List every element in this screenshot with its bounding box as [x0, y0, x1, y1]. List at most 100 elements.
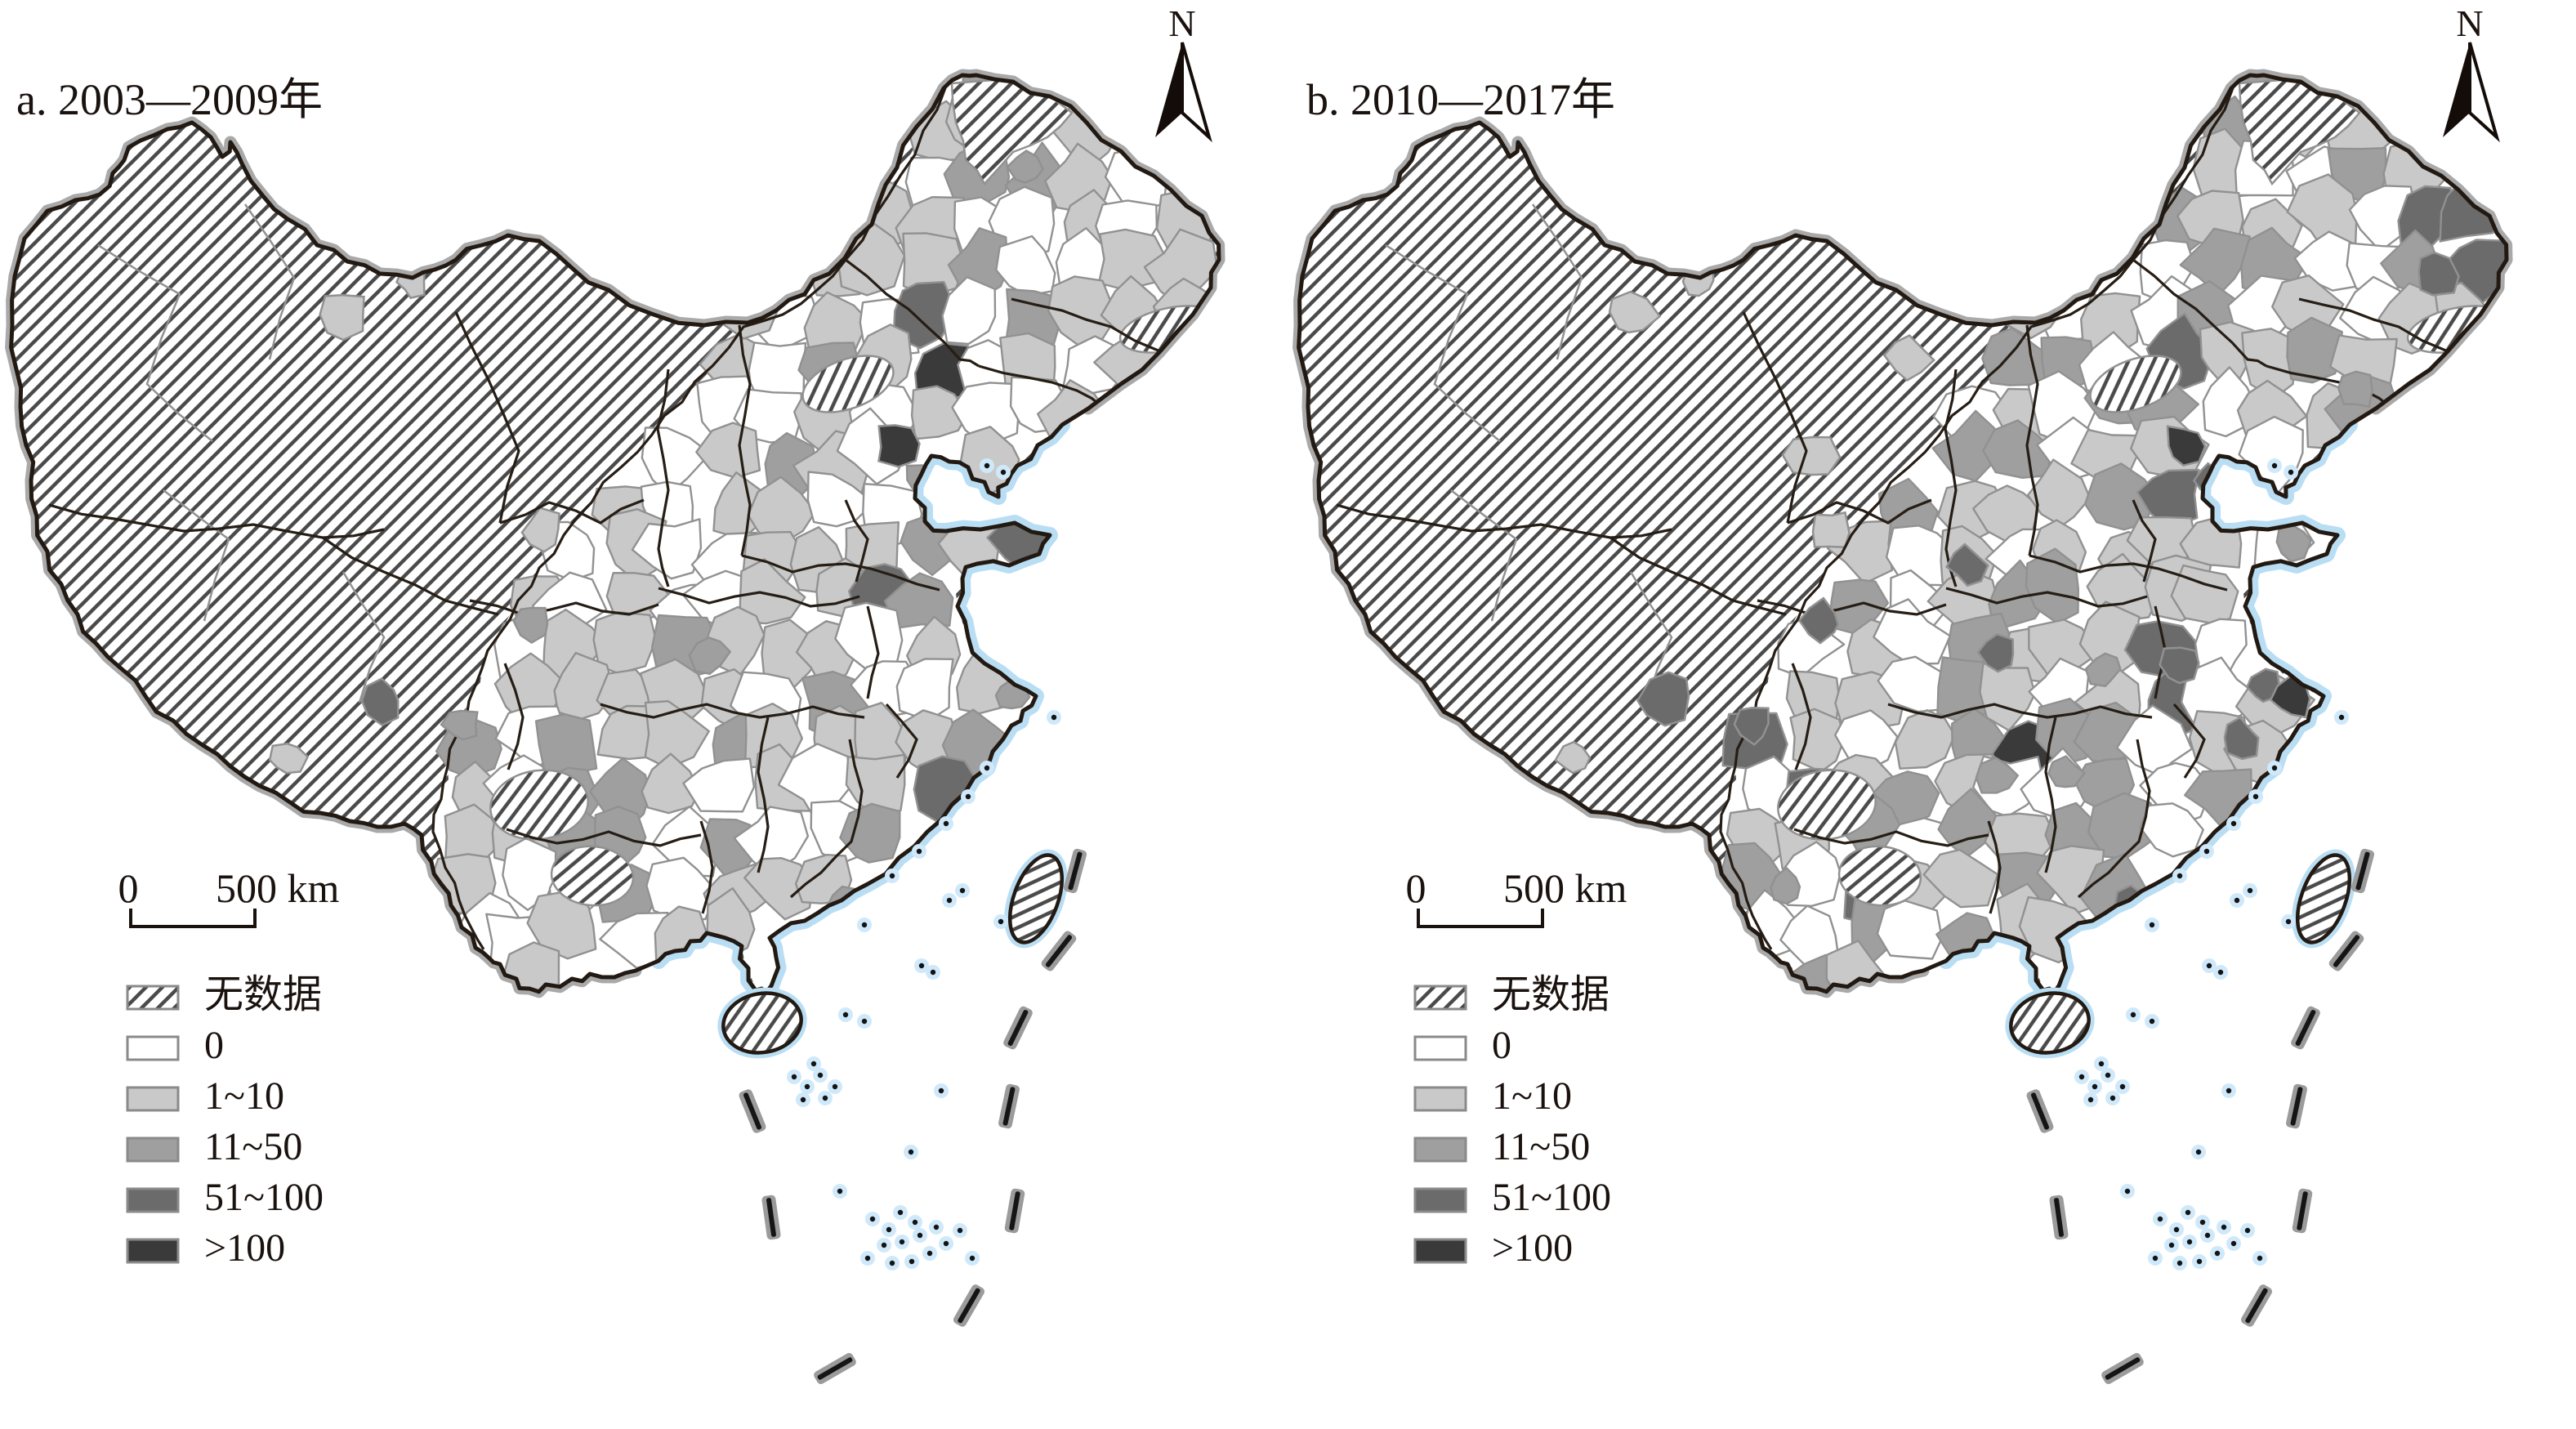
west-prefecture-line [342, 571, 386, 703]
highlight-Nanjing [2159, 646, 2200, 685]
province-border [741, 554, 940, 592]
legend-b: 无数据 0 1~10 11~50 51~100 >100 [1413, 973, 1611, 1270]
highlight-Changsha [1975, 757, 2020, 794]
legend-swatch-high [126, 1187, 180, 1213]
province-border [658, 587, 860, 608]
legend-label-zero: 0 [204, 1024, 224, 1067]
no-data-patch [1837, 845, 1922, 907]
north-label: N [2456, 2, 2483, 44]
west-prefecture-line [1385, 243, 1501, 442]
china-map-b [1292, 69, 2513, 1385]
west-data-patch [520, 507, 560, 553]
province-border [2077, 739, 2151, 899]
west-prefecture-line [97, 243, 213, 442]
hainan-island [2009, 991, 2091, 1055]
west-prefecture-line [163, 489, 230, 622]
legend-label-very-high: >100 [1492, 1226, 1573, 1270]
province-border [978, 364, 1105, 410]
highlight-Xian [512, 606, 549, 644]
north-needle-left [1155, 42, 1182, 137]
province-border [1742, 311, 1808, 524]
legend-swatch-low [1413, 1086, 1467, 1112]
legend-swatch-high [1413, 1187, 1467, 1213]
legend-swatch-zero [1413, 1035, 1467, 1061]
panel-title-a: a. 2003—2009年 [16, 75, 323, 124]
highlight-Wuhan [688, 636, 732, 676]
province-border [699, 820, 714, 914]
west-data-patch [319, 293, 365, 342]
legend-swatch-no-data [126, 985, 180, 1011]
national-border [1297, 73, 2509, 995]
scale-zero: 0 [1406, 865, 1426, 911]
no-data-patch [489, 769, 589, 841]
province-border [454, 311, 520, 524]
legend-a: 无数据 0 1~10 11~50 51~100 >100 [126, 973, 324, 1270]
national-border [9, 73, 1221, 995]
province-border [2172, 703, 2206, 779]
province-border [866, 605, 880, 699]
scale-zero: 0 [118, 865, 139, 911]
north-needle-left [2443, 42, 2470, 137]
map-panel-a: a. 2003—2009年 N 0 500 km 无数据 0 1~10 11~5… [5, 2, 1225, 1385]
scale-distance: 500 km [216, 865, 340, 911]
highlight-Chengdu [360, 677, 400, 726]
province-border [2029, 554, 2228, 592]
legend-label-no-data: 无数据 [204, 973, 322, 1016]
province-border [1887, 703, 2153, 719]
province-border [469, 599, 659, 616]
highlight-Shenyang [2337, 370, 2373, 409]
province-border [1787, 498, 1932, 525]
province-border [2132, 258, 2267, 368]
highlight-Kunming [1770, 866, 1801, 905]
province-border [844, 499, 869, 583]
sea-islands [2074, 458, 2349, 1270]
province-border [1609, 536, 1787, 616]
scale-bar-b: 0 500 km [1406, 865, 1627, 928]
west-prefecture-line [1450, 489, 1518, 622]
north-arrow-a: N [1155, 2, 1212, 143]
scale-distance: 500 km [1503, 865, 1627, 911]
west-data-patch [2101, 123, 2166, 190]
highlight-Zhengzhou [1944, 543, 1989, 587]
legend-swatch-mid [126, 1137, 180, 1163]
legend-swatch-very-high [126, 1238, 180, 1264]
highlight-Nanchang [2047, 755, 2087, 788]
west-data-patch [1781, 435, 1842, 476]
scale-bar-line [1417, 909, 1544, 928]
province-border [2132, 499, 2157, 583]
legend-label-low: 1~10 [204, 1074, 284, 1118]
legend-label-mid: 11~50 [204, 1125, 302, 1168]
no-data-patch [2089, 355, 2182, 413]
legend-swatch-mid [1413, 1137, 1467, 1163]
province-border [1011, 297, 1161, 353]
province-border [1987, 820, 2002, 914]
panel-title-b: b. 2010—2017年 [1306, 75, 1615, 124]
province-border [503, 663, 525, 770]
province-border [48, 503, 385, 539]
province-border [2044, 717, 2057, 873]
province-border [757, 717, 770, 873]
legend-swatch-low [126, 1086, 180, 1112]
province-border [1945, 587, 2148, 608]
highlight-Chengdu [1636, 671, 1690, 727]
legend-label-zero: 0 [1492, 1024, 1511, 1067]
highlight-Harbin [2418, 251, 2460, 297]
legend-label-high: 51~100 [1492, 1176, 1611, 1219]
highlight-Chongqing [440, 709, 479, 741]
province-border [885, 703, 918, 779]
taiwan-island [1007, 853, 1065, 944]
highlight-Hangzhou [2223, 716, 2260, 761]
legend-swatch-zero [126, 1035, 180, 1061]
no-data-patch [1777, 769, 1877, 841]
west-data-patch [2141, 120, 2172, 157]
province-border [600, 703, 865, 719]
highlight-Xian [1797, 596, 1840, 645]
province-border [2025, 324, 2039, 556]
nine-dash-line [2026, 848, 2375, 1385]
nine-dash-line [739, 848, 1087, 1385]
north-needle-right [2468, 42, 2500, 143]
province-border [506, 828, 702, 847]
legend-swatch-very-high [1413, 1238, 1467, 1264]
highlight-Chongqing [1733, 707, 1770, 747]
